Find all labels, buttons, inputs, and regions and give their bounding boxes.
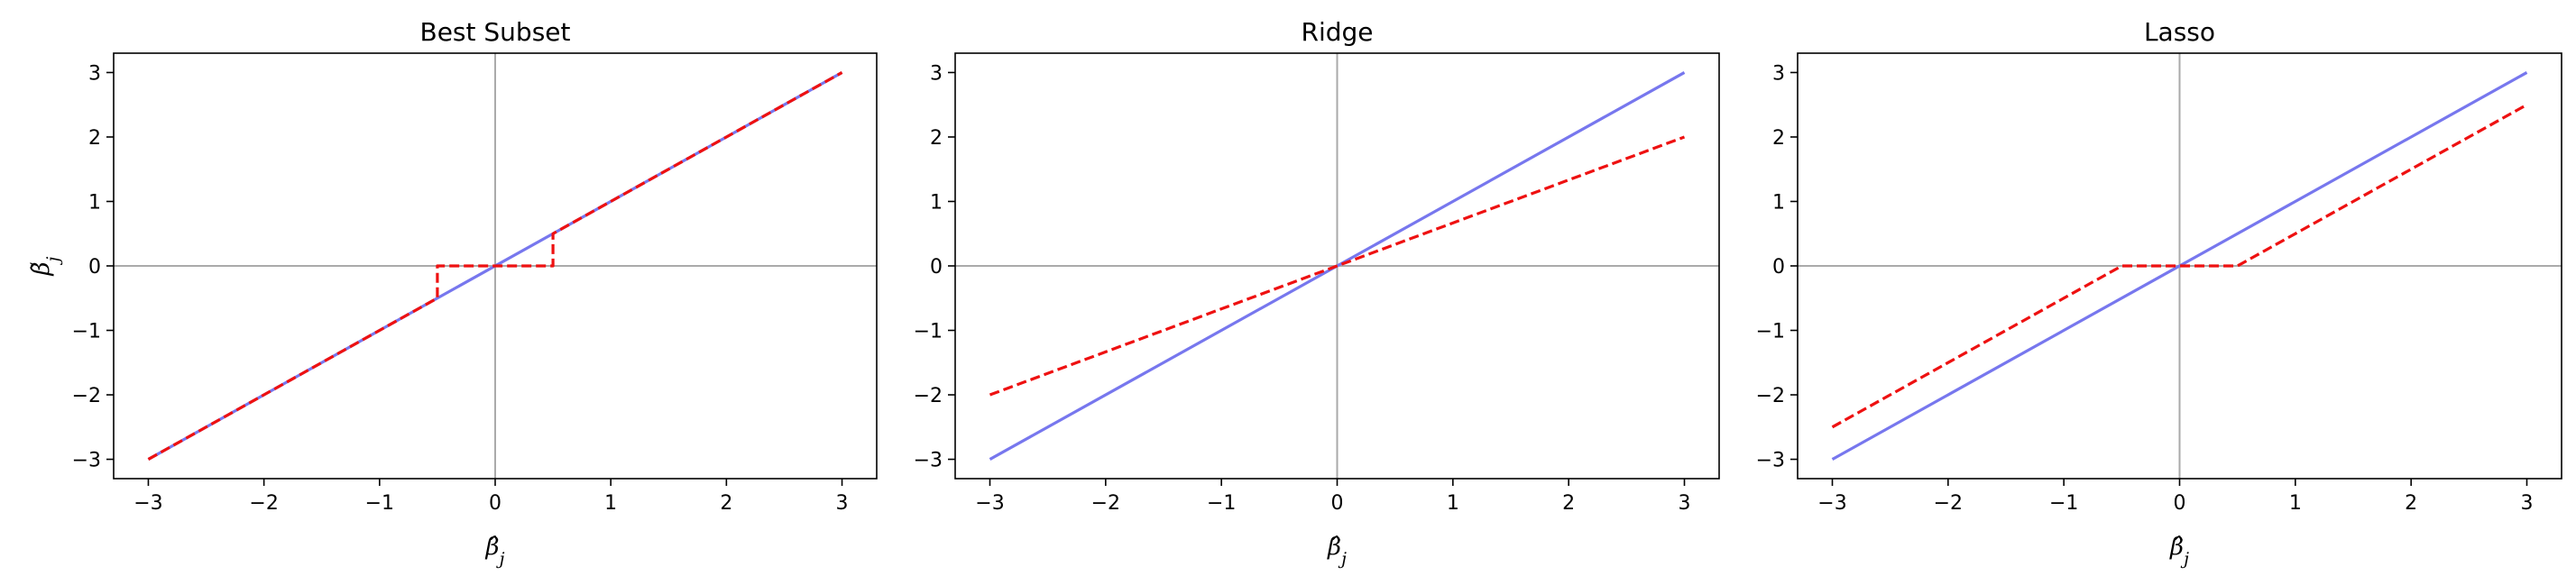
y-tick-label: 0 [1772, 256, 1785, 279]
x-tick-label: 0 [2174, 492, 2186, 515]
y-tick-label: 3 [1772, 62, 1785, 85]
y-tick-label: −1 [914, 321, 943, 343]
y-tick-label: −3 [914, 450, 943, 472]
y-tick-label: 1 [88, 191, 101, 214]
y-tick-label: −2 [72, 385, 101, 407]
x-tick-label: −3 [1817, 492, 1846, 515]
x-tick-label: −2 [1934, 492, 1963, 515]
y-tick-label: 0 [88, 256, 101, 279]
x-tick-label: 3 [2521, 492, 2534, 515]
x-tick-label: 2 [1562, 492, 1575, 515]
x-tick-label: 1 [604, 492, 617, 515]
y-tick-label: 2 [930, 127, 943, 150]
x-tick-label: 3 [836, 492, 849, 515]
x-tick-label: 2 [2405, 492, 2417, 515]
panel-3: −3 −2 −1 0 1 2 3 −3 −2 −1 0 1 2 3 Lasso β̂j [1756, 17, 2562, 569]
x-tick-label: 3 [1679, 492, 1691, 515]
x-axis-label: β̂j [1327, 534, 1347, 569]
x-axis-label: β̂j [2169, 534, 2189, 569]
chart-title: Best Subset [420, 17, 571, 47]
y-tick-label: −3 [72, 450, 101, 472]
x-tick-label: −2 [249, 492, 278, 515]
x-axis-label: β̂j [485, 534, 505, 569]
x-tick-label: −1 [2049, 492, 2078, 515]
x-tick-label: −2 [1091, 492, 1120, 515]
y-tick-label: −3 [1756, 450, 1785, 472]
y-tick-label: 1 [930, 191, 943, 214]
x-tick-label: −1 [365, 492, 394, 515]
y-tick-label: 0 [930, 256, 943, 279]
y-axis-label: β̃j [28, 256, 63, 276]
x-tick-label: 1 [2289, 492, 2302, 515]
panel-1: −3 −2 −1 0 1 2 3 −3 −2 −1 0 1 2 3 Best Subset β̂j β̃j [28, 17, 878, 569]
y-tick-label: −1 [72, 321, 101, 343]
y-tick-label: 1 [1772, 191, 1785, 214]
plot-area [1798, 53, 2562, 479]
y-tick-label: 3 [88, 62, 101, 85]
y-tick-label: −2 [914, 385, 943, 407]
x-tick-label: −1 [1207, 492, 1236, 515]
y-tick-label: 3 [930, 62, 943, 85]
y-tick-label: −1 [1756, 321, 1785, 343]
x-tick-label: 2 [720, 492, 732, 515]
x-tick-label: −3 [133, 492, 162, 515]
x-tick-label: −3 [975, 492, 1004, 515]
chart-title: Lasso [2144, 17, 2215, 47]
x-tick-label: 0 [1331, 492, 1344, 515]
estimate-line [1831, 103, 2528, 429]
x-tick-label: 0 [489, 492, 501, 515]
y-tick-label: 2 [1772, 127, 1785, 150]
plot-area [114, 53, 877, 479]
identity-line [1831, 71, 2528, 461]
x-tick-label: 1 [1447, 492, 1459, 515]
estimate-line [989, 135, 1686, 397]
y-tick-label: 2 [88, 127, 101, 150]
plot-area [955, 53, 1719, 479]
panel-2: −3 −2 −1 0 1 2 3 −3 −2 −1 0 1 2 3 Ridge β̂j [914, 17, 1720, 569]
estimate-line [147, 71, 843, 461]
chart-title: Ridge [1301, 17, 1373, 47]
y-tick-label: −2 [1756, 385, 1785, 407]
